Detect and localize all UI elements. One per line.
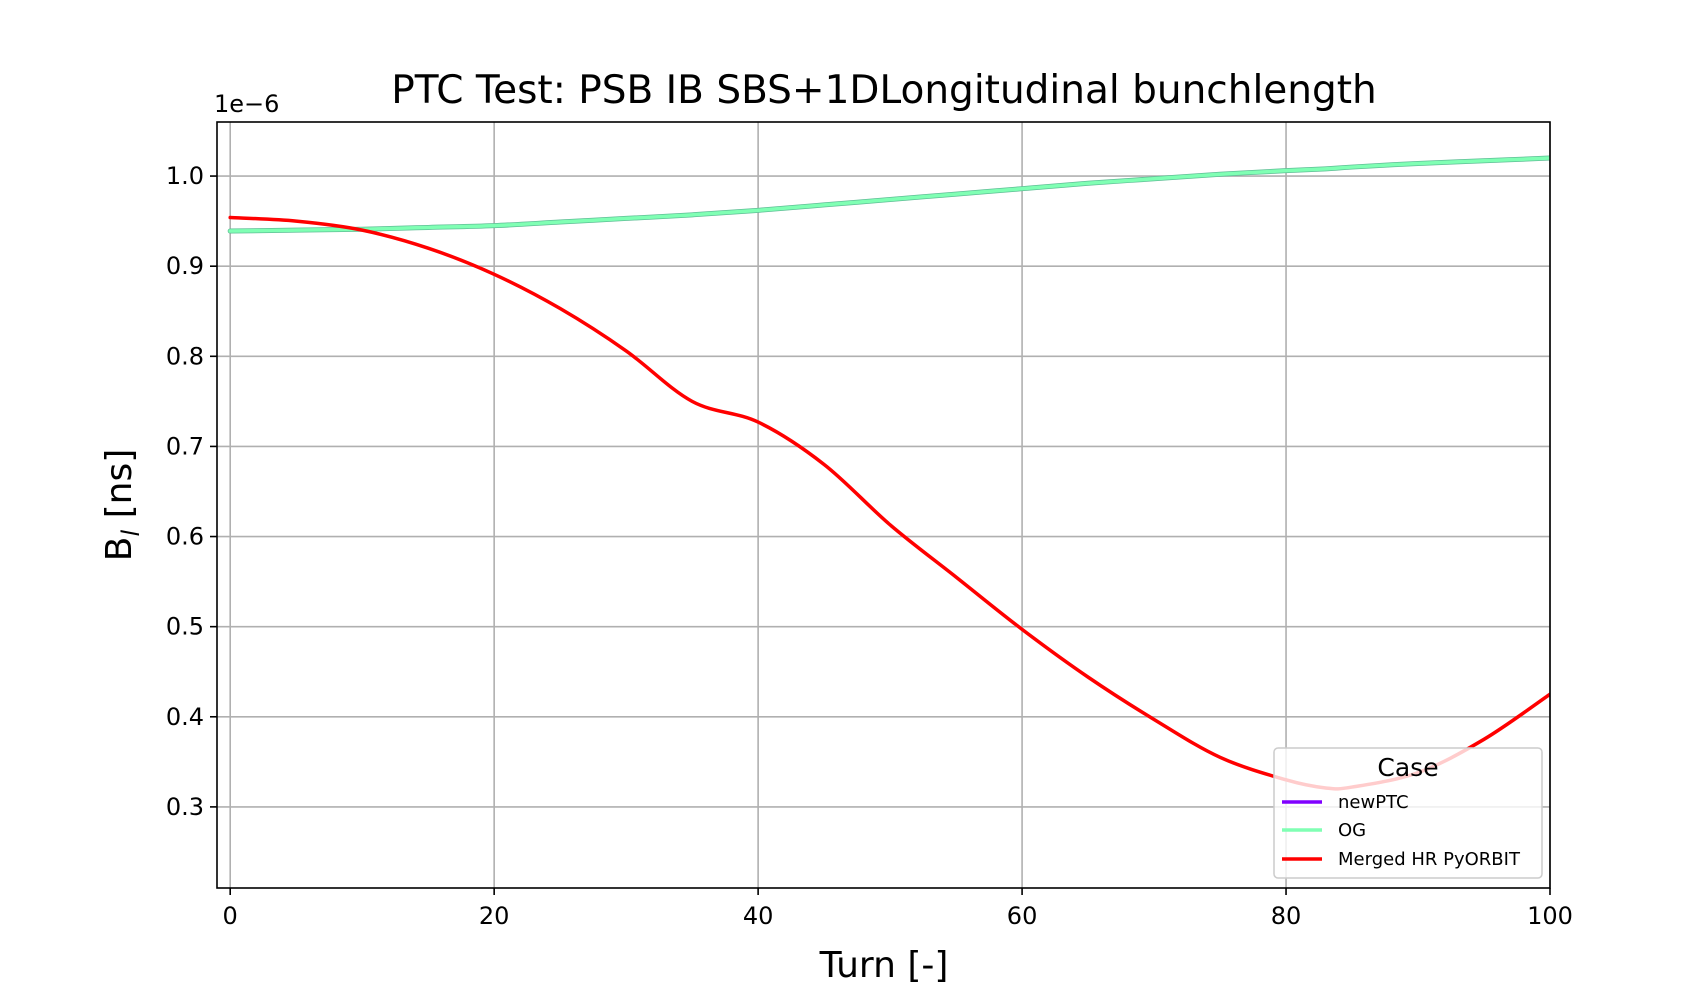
plot-frame bbox=[216, 121, 1551, 889]
y-axis-label-unit: [ns] bbox=[99, 449, 140, 530]
y-tick-label: 0.7 bbox=[166, 432, 204, 460]
chart-title: PTC Test: PSB IB SBS+1DLongitudinal bunc… bbox=[391, 68, 1377, 113]
y-tick-label: 0.3 bbox=[166, 793, 204, 821]
y-tick-label: 0.6 bbox=[166, 523, 204, 551]
legend-box bbox=[1273, 747, 1543, 879]
x-tick-label: 0 bbox=[223, 902, 238, 930]
x-axis-label: Turn [-] bbox=[819, 945, 949, 986]
y-axis-label-subscript: l bbox=[117, 530, 145, 537]
y-tick-label: 1.0 bbox=[166, 162, 204, 190]
legend-title: Case bbox=[1377, 753, 1438, 782]
y-tick-label: 0.8 bbox=[166, 342, 204, 370]
legend-label-og: OG bbox=[1338, 820, 1366, 841]
x-tick-label: 20 bbox=[479, 902, 510, 930]
x-tick-label: 80 bbox=[1271, 902, 1302, 930]
legend: Case newPTC OG Merged HR PyORBIT bbox=[1273, 747, 1543, 879]
y-tick-label: 0.4 bbox=[166, 703, 204, 731]
y-offset-label: 1e−6 bbox=[214, 90, 279, 118]
y-tick-label: 0.5 bbox=[166, 613, 204, 641]
x-tick-label: 60 bbox=[1007, 902, 1038, 930]
legend-label-newptc: newPTC bbox=[1338, 792, 1409, 813]
legend-label-merged: Merged HR PyORBIT bbox=[1338, 849, 1521, 870]
ticks: 0 20 40 60 80 100 0.3 0.4 0.5 0.6 0.7 0.8 0.9 1.0 bbox=[166, 162, 1573, 930]
y-axis-label-main: B bbox=[99, 537, 140, 562]
x-tick-label: 40 bbox=[743, 902, 774, 930]
y-axis-label: Bl [ns] bbox=[99, 449, 145, 561]
x-tick-label: 100 bbox=[1527, 902, 1573, 930]
grid bbox=[217, 122, 1551, 888]
y-tick-label: 0.9 bbox=[166, 252, 204, 280]
series-line-og bbox=[228, 156, 1550, 233]
